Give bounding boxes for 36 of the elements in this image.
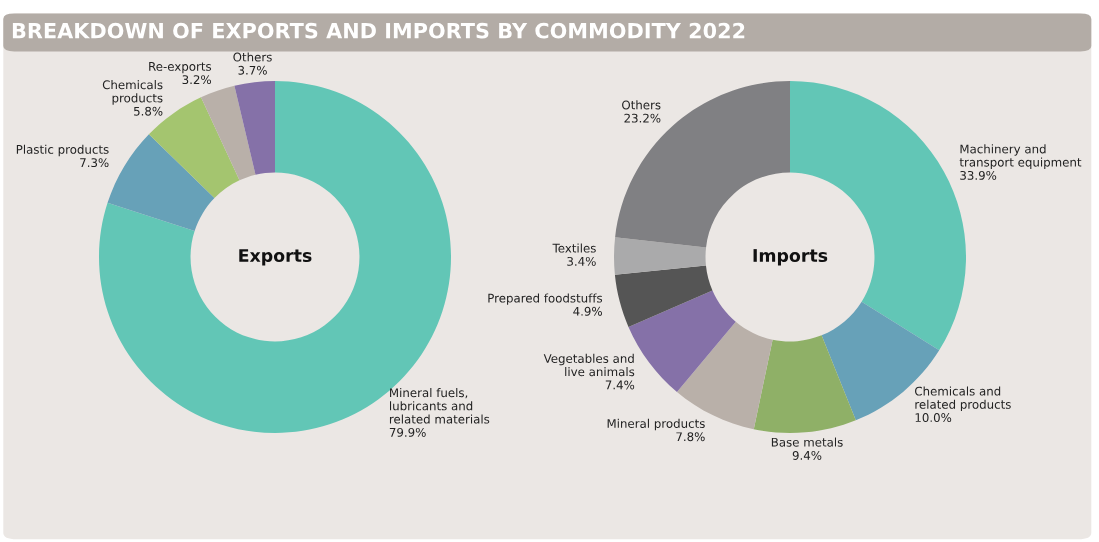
data-label: 10.0% (915, 413, 952, 423)
slice-label: Prepared foodstuffs (488, 293, 603, 305)
donut-slice (753, 335, 856, 433)
data-label: 3.4% (567, 256, 596, 266)
slice-label: Machinery and transport equipment (959, 144, 1082, 169)
text: Exports (239, 249, 312, 266)
slice-label: Mineral fuels, lubricants and related materials (389, 388, 490, 424)
slice-label: Mineral products (607, 418, 705, 431)
slice-label: Vegetables and live animals (543, 353, 635, 377)
text: Imports (753, 249, 828, 266)
slice-label: Chemicals and related products (915, 386, 1011, 412)
slice-label: Base metals (771, 437, 843, 447)
donut-slice (614, 265, 713, 327)
slice-label: Plastic products (16, 144, 109, 157)
data-label: 7.3% (80, 158, 109, 168)
data-label: 4.9% (573, 306, 602, 316)
data-label: 79.9% (389, 427, 426, 437)
data-label: 3.2% (182, 75, 211, 85)
data-label: 7.8% (676, 432, 705, 442)
slice-label: Re-exports (149, 62, 212, 74)
slice-label: Others (233, 52, 272, 62)
donut-slice (615, 81, 790, 248)
slice-label: Textiles (552, 243, 596, 253)
slice-label: Chemicals products (102, 80, 163, 105)
donut-slice (201, 85, 256, 181)
data-label: 23.2% (624, 113, 661, 123)
data-label: 33.9% (960, 170, 997, 180)
data-label: 7.4% (605, 380, 635, 390)
text: BREAKDOWN OF EXPORTS AND IMPORTS BY COMMODITY 2022 (12, 22, 745, 39)
data-label: 5.8% (134, 106, 163, 116)
data-label: 3.7% (238, 65, 267, 75)
donut-slice (614, 237, 707, 275)
data-label: 9.4% (792, 450, 822, 460)
donut-slice (107, 134, 215, 231)
slice-label: Others (622, 100, 661, 110)
donut-slice (234, 81, 275, 175)
